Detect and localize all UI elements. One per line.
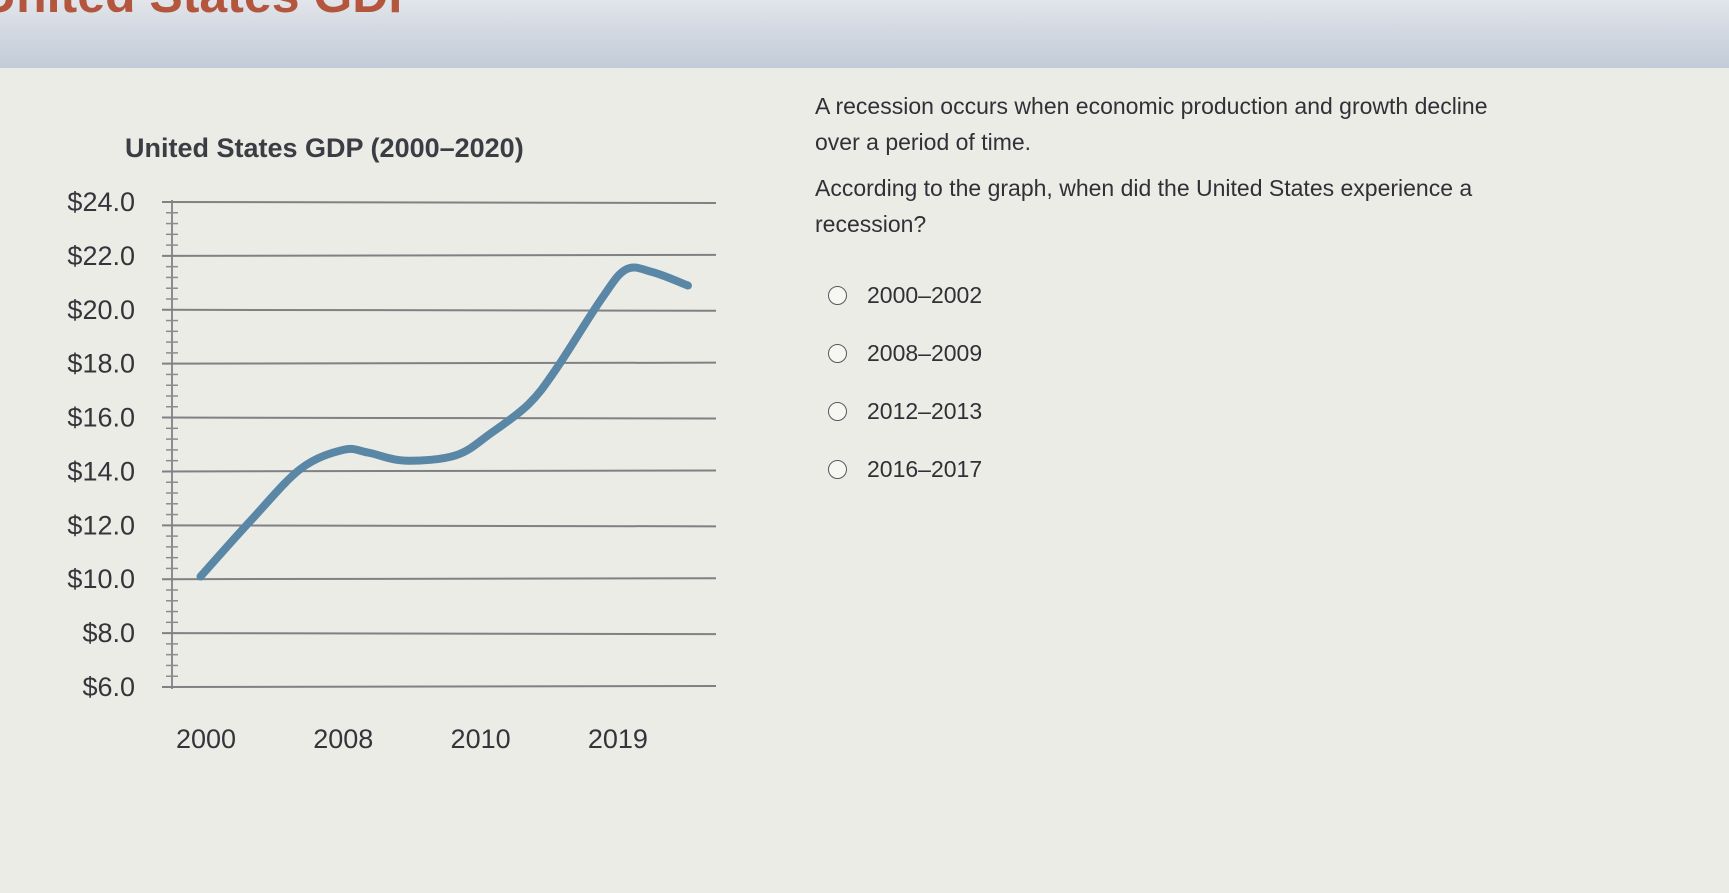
option-label: 2000–2002 [867,282,983,308]
gridline [161,308,717,312]
answer-option-1[interactable]: 2000–2002 [828,282,982,309]
y-tick-label: $12.0 [67,510,135,540]
gridline [161,201,717,204]
question-prompt: According to the graph, when did the Uni… [815,175,1473,237]
gdp-series-line [196,263,692,581]
chart-title: United States GDP (2000–2020) [125,133,524,163]
gridline [161,632,717,636]
option-label: 2012–2013 [867,398,983,424]
y-tick-label: $20.0 [67,295,135,325]
radio-button[interactable] [828,344,847,363]
y-tick-label: $22.0 [67,241,135,271]
y-tick-label: $6.0 [82,672,135,702]
radio-button[interactable] [828,286,847,305]
gdp-line-chart: $24.0 $22.0 $20.0 $18.0 $16.0 $14.0 $12.0 $10.0… [67,187,717,754]
question-intro: A recession occurs when economic product… [815,93,1488,155]
page-heading: United States GDP [0,0,422,24]
y-tick-label: $24.0 [67,187,135,217]
y-tick-label: $10.0 [67,564,135,594]
answer-option-3[interactable]: 2012–2013 [828,398,982,425]
gridline [161,577,717,581]
radio-button[interactable] [828,402,847,421]
y-tick-label: $18.0 [67,349,135,379]
option-label: 2016–2017 [867,456,983,482]
x-tick-label: 2000 [176,724,236,754]
answer-option-4[interactable]: 2016–2017 [828,456,982,483]
y-tick-label: $8.0 [82,618,135,648]
gridline [161,685,717,688]
answer-option-2[interactable]: 2008–2009 [828,340,982,367]
top-banner: United States GDP [0,0,1729,68]
option-label: 2008–2009 [867,340,983,366]
y-tick-label: $16.0 [67,403,135,433]
x-tick-label: 2010 [451,724,511,754]
gridline [161,469,717,473]
y-tick-label: $14.0 [67,456,135,486]
radio-button[interactable] [828,460,847,479]
gridline [161,524,717,528]
x-tick-label: 2019 [588,724,648,754]
gridline [161,253,717,257]
gridline [161,361,717,365]
x-tick-label: 2008 [313,724,373,754]
gridline [161,416,717,420]
